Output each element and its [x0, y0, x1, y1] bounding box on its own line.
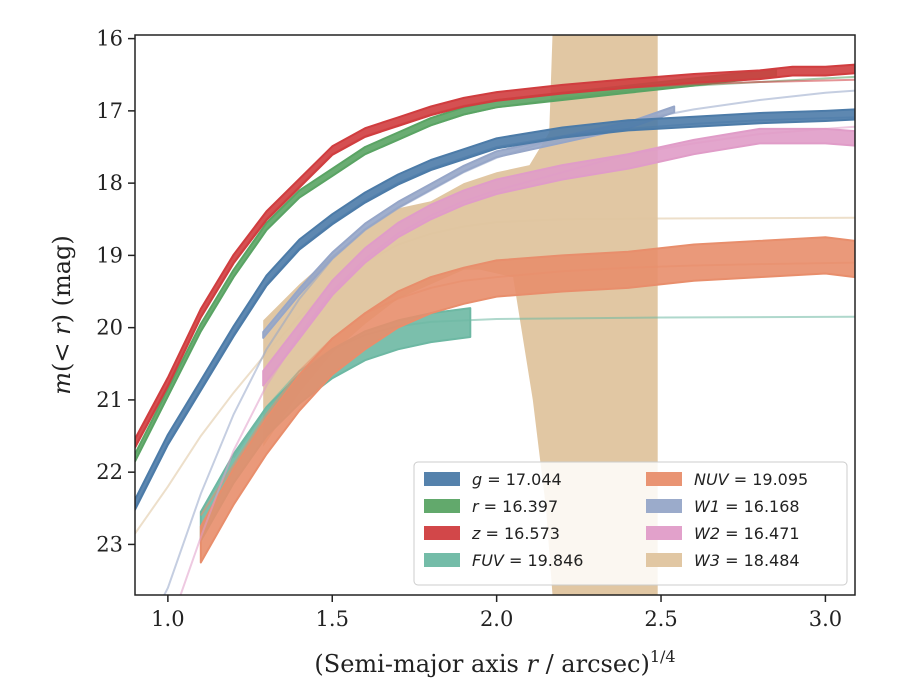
y-axis-label: m(< r) (mag) [48, 235, 76, 395]
legend-entry-w1: W1 = 16.168 [646, 497, 800, 516]
legend-entry-nuv: NUV = 19.095 [646, 470, 808, 489]
legend-label-nuv: NUV = 19.095 [694, 470, 808, 489]
legend-swatch-w1 [646, 499, 682, 513]
x-axis-label: (Semi-major axis r / arcsec)1/4 [314, 647, 675, 678]
legend-entry-g: g = 17.044 [424, 470, 562, 489]
legend-entry-w3: W3 = 18.484 [646, 551, 800, 570]
x-tick-label: 1.5 [316, 607, 349, 631]
legend-label-r: r = 16.397 [472, 497, 558, 516]
series-w1 [163, 89, 855, 595]
legend-entry-w2: W2 = 16.471 [646, 524, 800, 543]
legend-swatch-nuv [646, 472, 682, 486]
data-band-w1 [262, 105, 676, 339]
series-nuv [199, 236, 855, 564]
legend-label-w2: W2 = 16.471 [694, 524, 800, 543]
legend-swatch-w2 [646, 526, 682, 540]
y-tick-label: 16 [96, 27, 123, 51]
series-z [135, 63, 855, 449]
y-tick-label: 20 [96, 316, 123, 340]
plot-frame [134, 34, 856, 596]
series-w2 [179, 125, 855, 595]
legend: g = 17.044 r = 16.397 z = 16.573 FUV = 19.8… [413, 461, 848, 586]
x-tick-label: 1.0 [151, 607, 184, 631]
legend-label-g: g = 17.044 [472, 470, 562, 489]
legend-entry-fuv: FUV = 19.846 [424, 551, 583, 570]
legend-swatch-w3 [646, 553, 682, 567]
legend-label-w1: W1 = 16.168 [694, 497, 800, 516]
y-tick-label: 17 [96, 99, 123, 123]
legend-label-w3: W3 = 18.484 [694, 551, 800, 570]
legend-label-fuv: FUV = 19.846 [472, 551, 583, 570]
y-tick-label: 22 [96, 460, 123, 484]
legend-swatch-z [424, 526, 460, 540]
legend-label-z: z = 16.573 [471, 524, 560, 543]
legend-box [413, 461, 848, 586]
y-tick-label: 18 [96, 171, 123, 195]
y-tick-label: 23 [96, 532, 123, 556]
data-band-z [135, 63, 855, 449]
x-tick-label: 3.0 [809, 607, 842, 631]
data-band-g [135, 108, 855, 511]
legend-entry-r: r = 16.397 [424, 497, 558, 516]
legend-swatch-r [424, 499, 460, 513]
legend-swatch-g [424, 472, 460, 486]
x-tick-label: 2.0 [480, 607, 513, 631]
data-band-nuv [199, 236, 855, 564]
legend-entry-z: z = 16.573 [424, 524, 560, 543]
x-tick-label: 2.5 [644, 607, 677, 631]
data-band-w2 [262, 127, 855, 387]
legend-swatch-fuv [424, 553, 460, 567]
series-g [135, 108, 855, 511]
y-tick-label: 19 [96, 243, 123, 267]
y-tick-label: 21 [96, 388, 123, 412]
